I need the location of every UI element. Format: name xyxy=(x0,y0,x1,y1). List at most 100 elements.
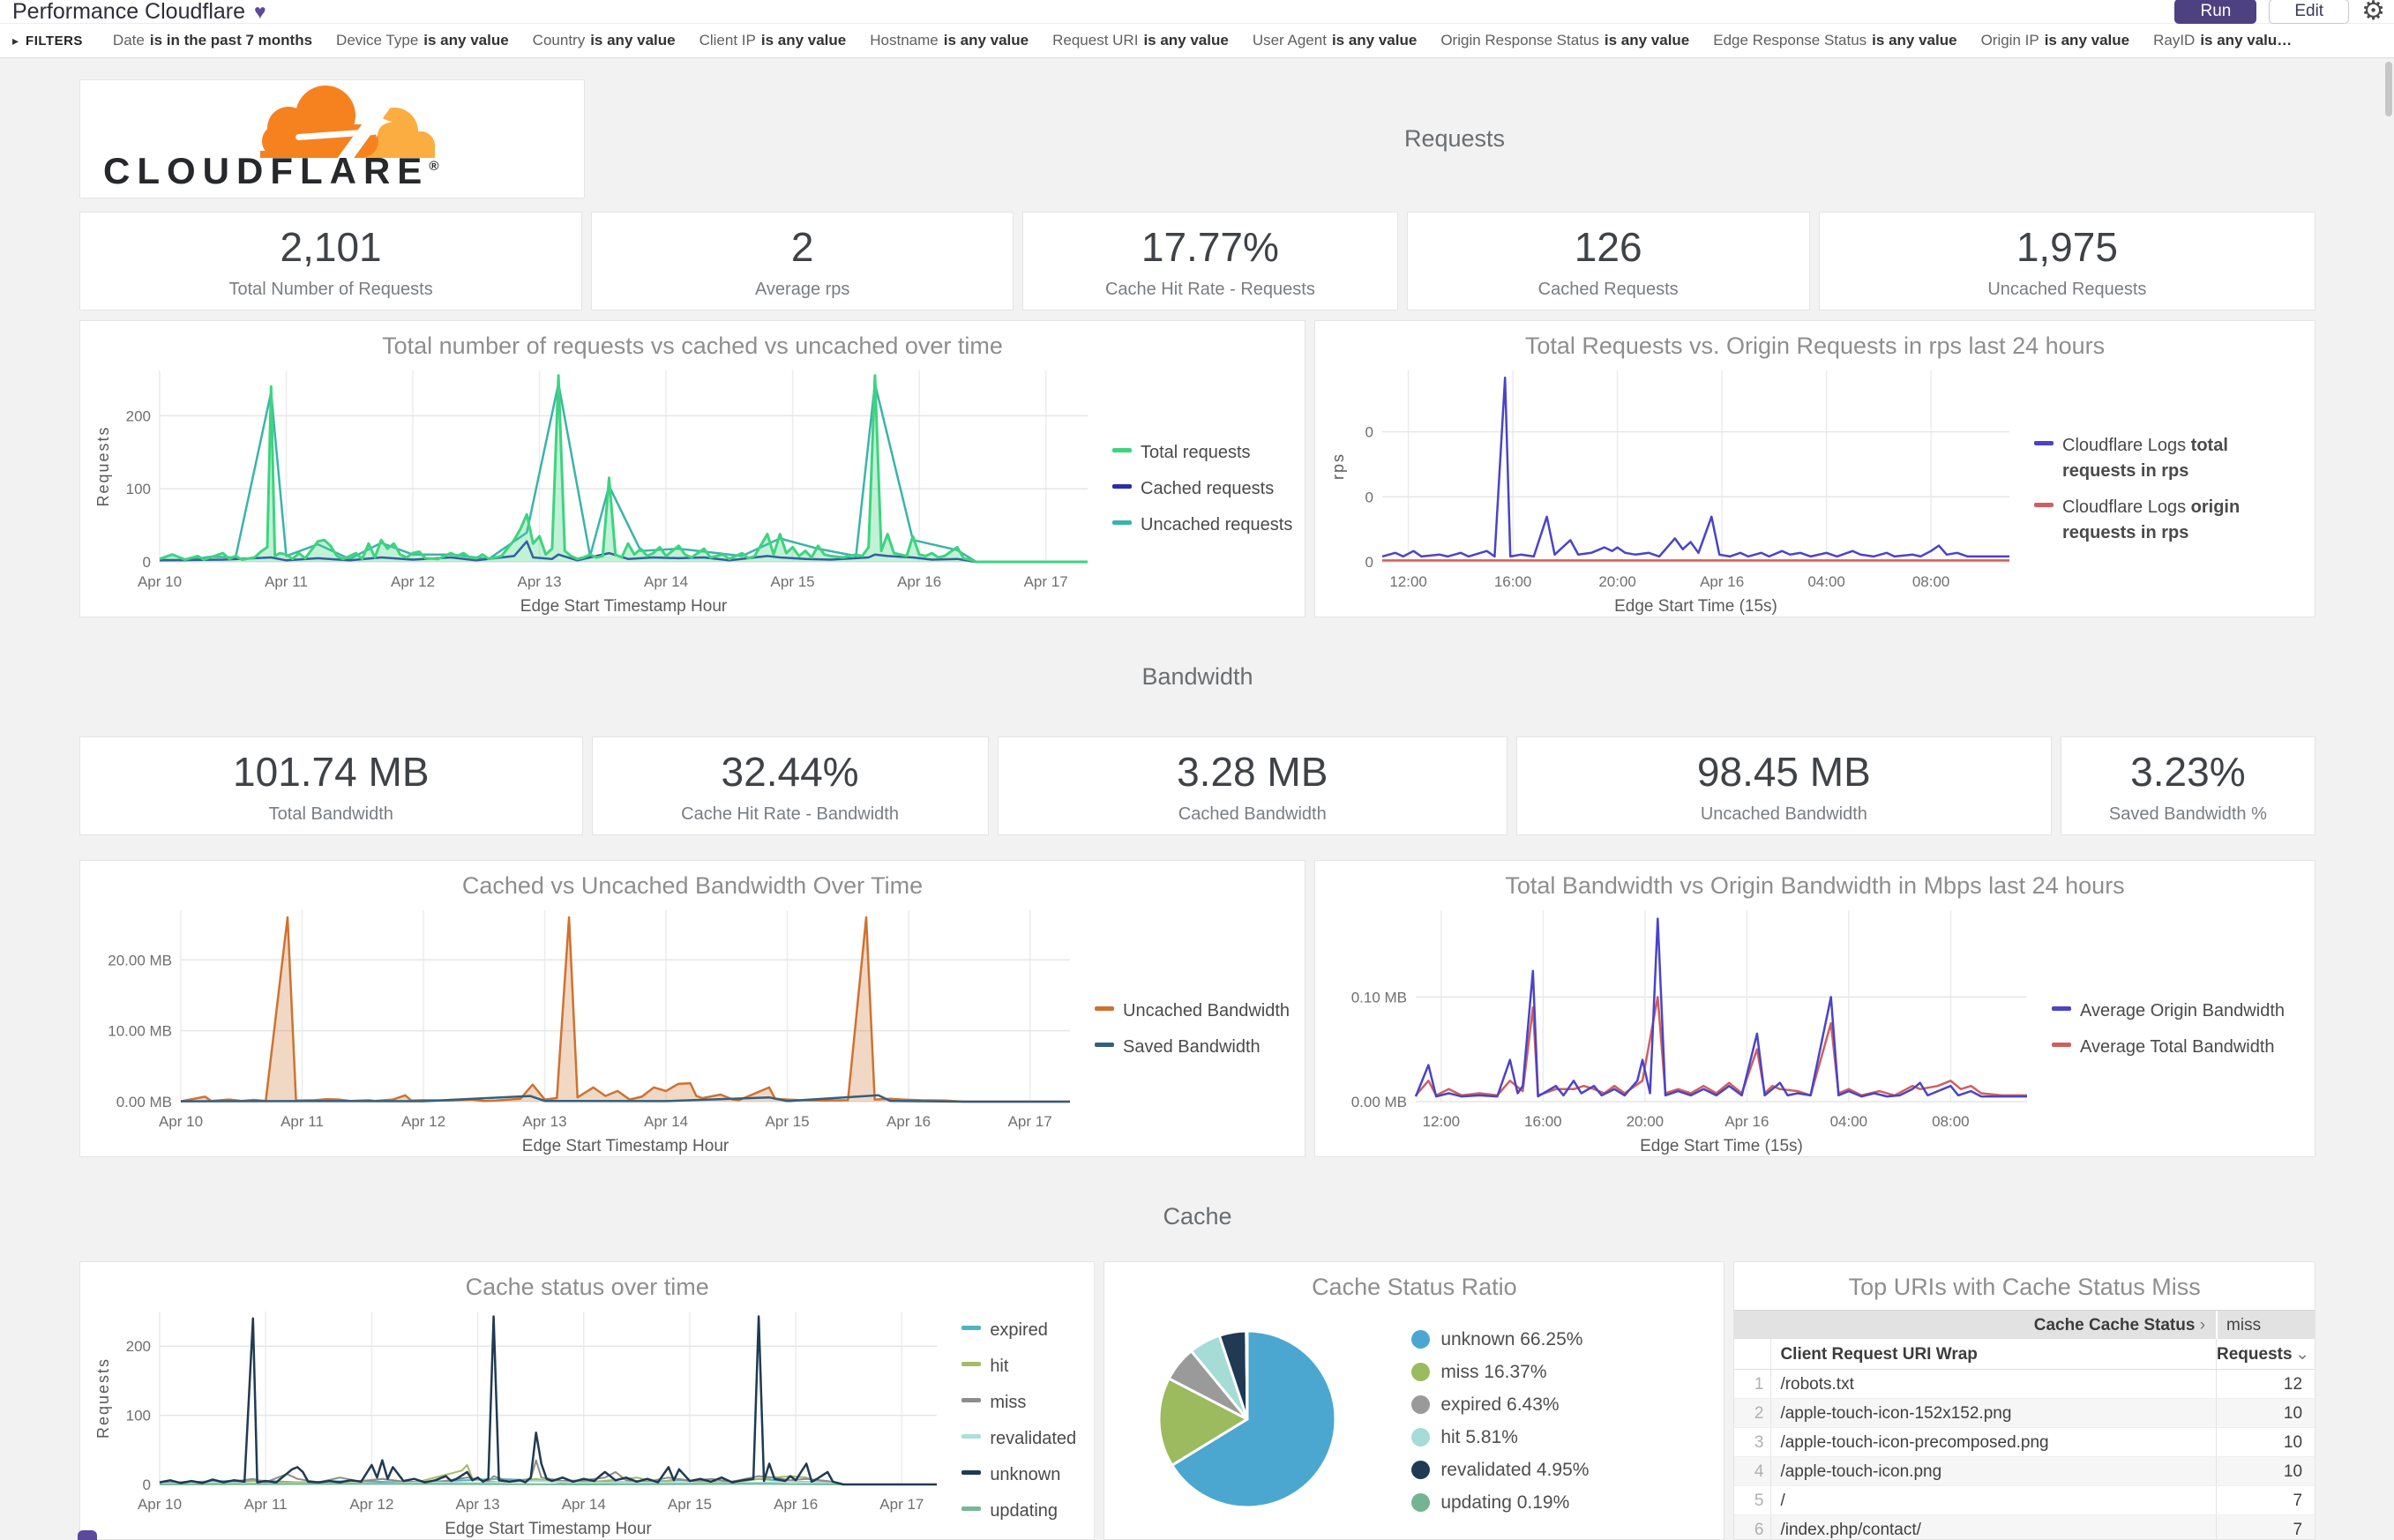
legend-item[interactable]: Uncached requests xyxy=(1112,512,1294,538)
legend-dot-icon xyxy=(1411,1461,1431,1479)
cell-uri[interactable]: / xyxy=(1780,1491,1785,1510)
legend-swatch-icon xyxy=(1095,1005,1114,1011)
legend-item[interactable]: expired xyxy=(961,1318,1083,1343)
tile-top-uris-table: Top URIs with Cache Status Miss Cache Ca… xyxy=(1733,1261,2316,1540)
cell-uri[interactable]: /apple-touch-icon-precomposed.png xyxy=(1780,1433,2049,1452)
kpi-tile: 32.44% Cache Hit Rate - Bandwidth xyxy=(591,736,989,835)
filter-chip[interactable]: Hostname is any value xyxy=(870,32,1029,49)
svg-text:100: 100 xyxy=(126,1408,151,1424)
legend-item[interactable]: Average Origin Bandwidth xyxy=(2052,998,2304,1024)
column-header-uri[interactable]: Client Request URI Wrap xyxy=(1780,1345,1978,1364)
filter-chip[interactable]: Device Type is any value xyxy=(336,32,509,49)
svg-text:Apr 11: Apr 11 xyxy=(281,1113,324,1130)
chart-tile-bandwidth-over-time: Cached vs Uncached Bandwidth Over Time 0… xyxy=(79,860,1305,1157)
legend-item[interactable]: miss xyxy=(961,1390,1083,1416)
pie-legend-item[interactable]: unknown 66.25% xyxy=(1411,1329,1713,1350)
svg-text:Edge Start Time (15s): Edge Start Time (15s) xyxy=(1614,597,1777,616)
cell-requests: 7 xyxy=(2216,1486,2315,1514)
filter-chip[interactable]: Client IP is any value xyxy=(699,32,847,49)
chart-title: Cache status over time xyxy=(465,1274,709,1300)
edit-button[interactable]: Edit xyxy=(2269,0,2350,24)
kpi-tile: 2,101 Total Number of Requests xyxy=(79,212,583,310)
kpi-label: Cache Hit Rate - Bandwidth xyxy=(681,804,899,824)
pie-legend-item[interactable]: hit 5.81% xyxy=(1411,1427,1713,1448)
row-number: 6 xyxy=(1734,1515,1772,1539)
kpi-label: Cached Requests xyxy=(1537,279,1679,299)
pie-legend-item[interactable]: miss 16.37% xyxy=(1411,1362,1713,1383)
pivot-field-label[interactable]: Cache Cache Status › xyxy=(2033,1316,2206,1334)
table-row[interactable]: 3/apple-touch-icon-precomposed.png 10 xyxy=(1734,1428,2315,1457)
legend-item[interactable]: Average Total Bandwidth xyxy=(2052,1035,2304,1060)
svg-text:Apr 14: Apr 14 xyxy=(644,1113,688,1130)
pie-legend-item[interactable]: revalidated 4.95% xyxy=(1411,1460,1713,1481)
dashboard-content: CLOUDFLARE® Requests 2,101 Total Number o… xyxy=(0,58,2394,1540)
pie-legend-item[interactable]: updating 0.19% xyxy=(1411,1492,1713,1514)
svg-text:Apr 16: Apr 16 xyxy=(1724,1113,1769,1130)
cell-uri[interactable]: /robots.txt xyxy=(1780,1375,1854,1394)
table-row[interactable]: 4/apple-touch-icon.png 10 xyxy=(1734,1457,2315,1486)
filter-chip[interactable]: Edge Response Status is any value xyxy=(1713,32,1957,49)
kpi-label: Cache Hit Rate - Requests xyxy=(1104,279,1315,299)
filter-chip[interactable]: Request URI is any value xyxy=(1052,32,1229,49)
svg-text:0.00 MB: 0.00 MB xyxy=(1351,1094,1407,1110)
legend-item[interactable]: updating xyxy=(961,1499,1083,1524)
cell-uri[interactable]: /index.php/contact/ xyxy=(1780,1521,1921,1539)
legend-item[interactable]: unknown xyxy=(961,1462,1083,1488)
rps-24h-plot[interactable]: 0 0 0 12:00 16:00 20:00 Apr 16 04:00 08:00 Edge S… xyxy=(1326,362,2022,617)
filters-expand-caret-icon[interactable]: ▸ xyxy=(12,33,19,48)
pie-legend-label: expired 6.43% xyxy=(1440,1394,1560,1415)
legend-swatch-icon xyxy=(2034,440,2054,445)
bottom-left-widget[interactable] xyxy=(78,1530,97,1540)
svg-text:Apr 17: Apr 17 xyxy=(879,1496,924,1513)
table-row[interactable]: 1/robots.txt 12 xyxy=(1734,1370,2315,1399)
legend-dot-icon xyxy=(1411,1395,1431,1414)
svg-text:0: 0 xyxy=(1365,489,1373,505)
legend-swatch-icon xyxy=(1112,484,1132,489)
run-button[interactable]: Run xyxy=(2174,0,2257,24)
requests-over-time-plot[interactable]: 0 100 200 Apr 10 Apr 11 Apr 12 Apr 13 Apr 14 Apr… xyxy=(91,362,1100,617)
table-row[interactable]: 2/apple-touch-icon-152x152.png 10 xyxy=(1734,1399,2315,1428)
filter-chip[interactable]: Origin Response Status is any value xyxy=(1440,32,1690,49)
legend-dot-icon xyxy=(1411,1428,1431,1447)
legend-item[interactable]: hit xyxy=(961,1354,1083,1379)
vertical-scrollbar-thumb[interactable] xyxy=(2385,62,2392,116)
legend-swatch-icon xyxy=(2052,1042,2071,1047)
legend-item[interactable]: Uncached Bandwidth xyxy=(1095,998,1294,1024)
cache-status-pie[interactable] xyxy=(1115,1303,1380,1539)
legend-item[interactable]: Cloudflare Logs total requests in rps xyxy=(2034,433,2304,484)
kpi-tile: 2 Average rps xyxy=(591,212,1014,310)
legend-label: Average Origin Bandwidth xyxy=(2080,1000,2285,1020)
table-row[interactable]: 5 / 7 xyxy=(1734,1486,2315,1515)
cell-uri[interactable]: /apple-touch-icon-152x152.png xyxy=(1780,1404,2012,1423)
column-header-requests[interactable]: Requests ⌄ xyxy=(2216,1339,2315,1369)
cache-status-plot[interactable]: 0 100 200 Apr 10 Apr 11 Apr 12 Apr 13 Apr 14 Apr… xyxy=(91,1303,949,1539)
pie-legend-item[interactable]: expired 6.43% xyxy=(1411,1394,1713,1416)
legend-item[interactable]: revalidated xyxy=(961,1426,1083,1452)
gear-icon[interactable]: ⚙ xyxy=(2361,0,2385,26)
page-title: Performance Cloudflare xyxy=(12,0,246,24)
filter-chip[interactable]: Date is in the past 7 months xyxy=(112,32,313,49)
legend-label: miss xyxy=(990,1393,1027,1412)
svg-text:0: 0 xyxy=(143,554,151,571)
filter-chip[interactable]: RayID is any valu… xyxy=(2153,32,2293,49)
chart-tile-cache-status-over-time: Cache status over time 0 100 200 Apr 10 Apr … xyxy=(79,1261,1096,1540)
legend-swatch-icon xyxy=(1095,1042,1114,1047)
svg-text:08:00: 08:00 xyxy=(1912,573,1950,590)
cell-uri[interactable]: /apple-touch-icon.png xyxy=(1780,1462,1942,1481)
row-number: 1 xyxy=(1734,1370,1772,1398)
legend-item[interactable]: Saved Bandwidth xyxy=(1095,1035,1294,1060)
legend-item[interactable]: Total requests xyxy=(1112,440,1294,466)
filters-label[interactable]: FILTERS xyxy=(26,33,83,49)
filter-chip[interactable]: Country is any value xyxy=(532,32,676,49)
filter-chip[interactable]: Origin IP is any value xyxy=(1980,32,2130,49)
legend-label: Saved Bandwidth xyxy=(1123,1036,1261,1057)
filter-chip[interactable]: User Agent is any value xyxy=(1252,32,1418,49)
bandwidth-24h-plot[interactable]: 0.00 MB 0.10 MB 12:00 16:00 20:00 Apr 16 04:00… xyxy=(1326,901,2039,1156)
legend-item[interactable]: Cloudflare Logs origin requests in rps xyxy=(2034,495,2304,546)
legend-item[interactable]: Cached requests xyxy=(1112,476,1294,502)
table-row[interactable]: 6/index.php/contact/7 xyxy=(1734,1515,2315,1539)
bandwidth-over-time-plot[interactable]: 0.00 MB 10.00 MB 20.00 MB Apr 10 Apr 11 Apr 1… xyxy=(91,901,1082,1156)
kpi-row-bandwidth: 101.74 MB Total Bandwidth 32.44% Cache Hit … xyxy=(79,736,2315,835)
svg-text:Edge Start Timestamp Hour: Edge Start Timestamp Hour xyxy=(520,597,728,616)
legend-swatch-icon xyxy=(2034,502,2054,507)
